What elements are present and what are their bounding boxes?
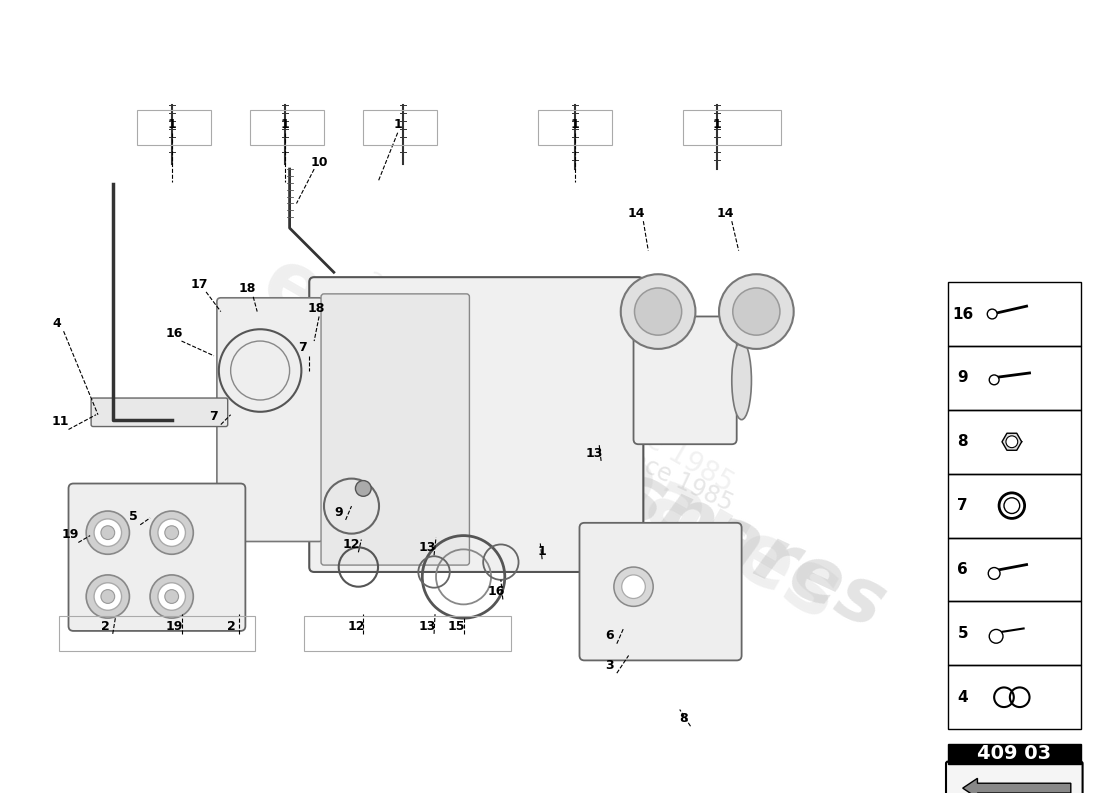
Text: 9: 9 bbox=[957, 370, 968, 386]
Bar bbox=[683, 110, 781, 145]
Text: 17: 17 bbox=[190, 278, 208, 290]
Circle shape bbox=[1005, 436, 1018, 448]
Circle shape bbox=[621, 575, 646, 598]
Bar bbox=[948, 282, 1080, 346]
Text: a passion for parts since 1985: a passion for parts since 1985 bbox=[403, 343, 737, 516]
Text: 19: 19 bbox=[166, 619, 184, 633]
Circle shape bbox=[150, 575, 194, 618]
Circle shape bbox=[733, 288, 780, 335]
Text: 1: 1 bbox=[394, 118, 403, 131]
Circle shape bbox=[988, 567, 1000, 579]
Circle shape bbox=[989, 630, 1003, 643]
Text: 7: 7 bbox=[298, 342, 307, 354]
Text: 19: 19 bbox=[62, 528, 79, 541]
Circle shape bbox=[86, 575, 130, 618]
Text: 9: 9 bbox=[334, 506, 343, 518]
Circle shape bbox=[165, 526, 178, 539]
Text: 13: 13 bbox=[418, 541, 436, 554]
Text: 12: 12 bbox=[348, 619, 365, 633]
Bar bbox=[138, 110, 211, 145]
Text: 11: 11 bbox=[52, 415, 69, 428]
Text: 14: 14 bbox=[716, 206, 734, 220]
Bar bbox=[948, 410, 1080, 474]
Bar bbox=[363, 110, 437, 145]
Text: 1: 1 bbox=[280, 118, 289, 131]
FancyBboxPatch shape bbox=[580, 523, 741, 660]
Circle shape bbox=[158, 519, 186, 546]
Text: 18: 18 bbox=[239, 282, 256, 295]
Text: 18: 18 bbox=[307, 302, 324, 315]
Text: a passion for parts since 1985: a passion for parts since 1985 bbox=[361, 263, 739, 498]
Text: 1: 1 bbox=[167, 118, 176, 131]
FancyBboxPatch shape bbox=[634, 317, 737, 444]
Circle shape bbox=[158, 582, 186, 610]
Bar bbox=[948, 666, 1080, 729]
Text: 3: 3 bbox=[606, 659, 614, 672]
Text: 6: 6 bbox=[606, 630, 614, 642]
Text: 5: 5 bbox=[957, 626, 968, 641]
Text: 4: 4 bbox=[957, 690, 968, 705]
Circle shape bbox=[165, 590, 178, 603]
Bar bbox=[538, 110, 612, 145]
Bar bbox=[251, 110, 324, 145]
Text: enginespares: enginespares bbox=[340, 332, 898, 645]
Circle shape bbox=[620, 274, 695, 349]
Text: 6: 6 bbox=[957, 562, 968, 577]
Text: 409 03: 409 03 bbox=[977, 744, 1052, 763]
Text: 16: 16 bbox=[953, 306, 974, 322]
Bar bbox=[948, 346, 1080, 410]
Text: 14: 14 bbox=[628, 206, 646, 220]
Circle shape bbox=[101, 526, 114, 539]
Text: 1: 1 bbox=[713, 118, 722, 131]
Circle shape bbox=[150, 511, 194, 554]
FancyBboxPatch shape bbox=[309, 277, 644, 572]
Text: 16: 16 bbox=[166, 326, 184, 340]
Text: 8: 8 bbox=[680, 712, 688, 725]
Text: 2: 2 bbox=[101, 619, 110, 633]
Text: 13: 13 bbox=[418, 619, 436, 633]
Circle shape bbox=[719, 274, 794, 349]
Circle shape bbox=[101, 590, 114, 603]
Text: 2: 2 bbox=[228, 619, 236, 633]
Circle shape bbox=[86, 511, 130, 554]
Circle shape bbox=[95, 582, 122, 610]
Circle shape bbox=[95, 519, 122, 546]
FancyBboxPatch shape bbox=[217, 298, 323, 542]
Text: 16: 16 bbox=[487, 585, 505, 598]
Text: 15: 15 bbox=[448, 619, 465, 633]
Text: 7: 7 bbox=[957, 498, 968, 513]
Bar bbox=[948, 744, 1080, 763]
Circle shape bbox=[635, 288, 682, 335]
FancyBboxPatch shape bbox=[321, 294, 470, 565]
Text: 10: 10 bbox=[310, 156, 328, 169]
Text: 8: 8 bbox=[957, 434, 968, 450]
Text: 7: 7 bbox=[210, 410, 218, 423]
Polygon shape bbox=[1002, 434, 1022, 450]
Bar bbox=[948, 602, 1080, 666]
Ellipse shape bbox=[732, 341, 751, 420]
FancyBboxPatch shape bbox=[68, 483, 245, 631]
Circle shape bbox=[355, 481, 371, 496]
Bar bbox=[948, 538, 1080, 602]
Circle shape bbox=[989, 375, 999, 385]
Text: 4: 4 bbox=[53, 317, 62, 330]
Circle shape bbox=[988, 309, 997, 319]
FancyBboxPatch shape bbox=[946, 762, 1082, 795]
Polygon shape bbox=[962, 778, 1070, 798]
Text: 1: 1 bbox=[538, 545, 547, 558]
Bar bbox=[305, 616, 510, 650]
Bar bbox=[58, 616, 255, 650]
Text: 12: 12 bbox=[343, 538, 361, 551]
Text: 5: 5 bbox=[129, 510, 138, 523]
Text: enginespares: enginespares bbox=[246, 240, 854, 639]
FancyBboxPatch shape bbox=[91, 398, 228, 426]
Text: 1: 1 bbox=[570, 118, 579, 131]
Text: 13: 13 bbox=[585, 446, 603, 459]
Bar bbox=[948, 474, 1080, 538]
Circle shape bbox=[614, 567, 653, 606]
